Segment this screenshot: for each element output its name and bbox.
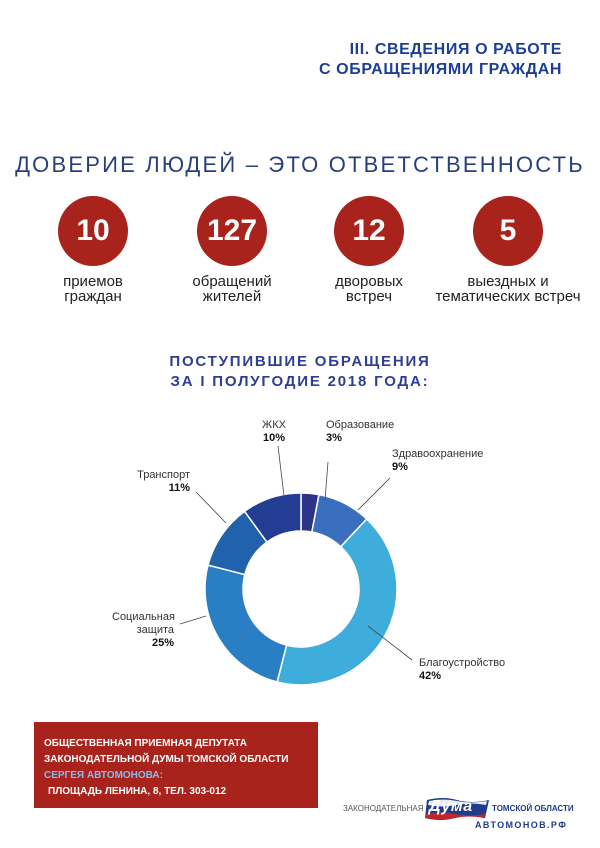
- logo-badge-text: Дума: [429, 798, 473, 815]
- segment-label-name: Транспорт: [137, 469, 190, 481]
- logo-left-text: ЗАКОНОДАТЕЛЬНАЯ: [343, 804, 424, 813]
- segment-label-improvement: Благоустройство 42%: [419, 657, 505, 683]
- stat-label-line-1: приемов: [63, 273, 123, 290]
- stat-label-line-1: обращений: [192, 273, 272, 290]
- chart-title-line-1: ПОСТУПИВШИЕ ОБРАЩЕНИЯ: [169, 353, 431, 370]
- segment-label-health: Здравоохранение 9%: [392, 448, 483, 474]
- slogan-heading: ДОВЕРИЕ ЛЮДЕЙ – ЭТО ОТВЕТСТВЕННОСТЬ: [15, 152, 585, 177]
- stat-value: 127: [197, 196, 267, 266]
- donut-segment-social: [204, 564, 288, 683]
- logo-right-text: ТОМСКОЙ ОБЛАСТИ: [492, 804, 574, 813]
- info-address: ПЛОЩАДЬ ЛЕНИНА, 8, ТЕЛ. 303-012: [48, 786, 227, 797]
- stat-appeals: 127 обращений жителей: [152, 196, 312, 304]
- segment-label-percent: 25%: [151, 637, 174, 649]
- segment-label-housing: ЖКХ 10%: [259, 419, 289, 445]
- stat-label-line-1: выездных и: [467, 273, 549, 290]
- info-deputy-name: СЕРГЕЯ АВТОМОНОВА:: [44, 770, 163, 781]
- segment-label-percent: 11%: [168, 482, 190, 494]
- leader-line-transport: [195, 491, 227, 524]
- stat-label-line-2: граждан: [64, 288, 122, 305]
- website-text: АВТОМОНОВ.РФ: [475, 820, 568, 830]
- segment-label-percent: 3%: [326, 432, 342, 444]
- stat-receptions: 10 приемов граждан: [13, 196, 173, 304]
- stat-label: обращений жителей: [152, 274, 312, 304]
- segment-label-name: Образование: [326, 419, 395, 431]
- segment-label-education: Образование 3%: [326, 419, 394, 445]
- leader-line-social: [179, 615, 207, 625]
- leader-line-improvement: [367, 625, 413, 661]
- segment-label-name: ЖКХ: [262, 419, 286, 431]
- segment-label-name: Благоустройство: [419, 657, 506, 669]
- stat-label: выездных и тематических встреч: [428, 274, 588, 304]
- info-line-1: ОБЩЕСТВЕННАЯ ПРИЕМНАЯ ДЕПУТАТА: [44, 738, 247, 749]
- section-title-line-2: С ОБРАЩЕНИЯМИ ГРАЖДАН: [318, 61, 562, 78]
- duma-logo: ЗАКОНОДАТЕЛЬНАЯ Дума ТОМСКОЙ ОБЛАСТИ АВТ…: [343, 796, 583, 836]
- stat-field-meetings: 5 выездных и тематических встреч: [428, 196, 588, 304]
- segment-label-percent: 10%: [262, 432, 286, 444]
- stat-value: 5: [473, 196, 543, 266]
- segment-label-social: Социальная защита 25%: [112, 611, 175, 650]
- stat-label-line-2: жителей: [202, 288, 262, 305]
- stat-label-line-1: дворовых: [335, 273, 403, 290]
- section-title-line-1: III. СВЕДЕНИЯ О РАБОТЕ: [349, 41, 562, 58]
- donut-segment-improvement: [276, 517, 398, 686]
- donut-segment-housing: [243, 492, 302, 544]
- section-title: III. СВЕДЕНИЯ О РАБОТЕ С ОБРАЩЕНИЯМИ ГРА…: [202, 40, 562, 80]
- stat-value: 10: [58, 196, 128, 266]
- segment-label-percent: 9%: [392, 461, 408, 473]
- stat-label-line-2: встреч: [345, 288, 393, 305]
- stat-label-line-2: тематических встреч: [435, 288, 581, 305]
- segment-label-name-line-2: защита: [136, 624, 174, 636]
- stat-label: дворовых встреч: [289, 274, 449, 304]
- stat-label: приемов граждан: [13, 274, 173, 304]
- chart-title: ПОСТУПИВШИЕ ОБРАЩЕНИЯ ЗА I ПОЛУГОДИЕ 201…: [0, 352, 600, 392]
- stat-value: 12: [334, 196, 404, 266]
- duma-flag-icon: [425, 798, 489, 820]
- leader-line-health: [357, 477, 391, 511]
- segment-label-percent: 42%: [419, 670, 442, 682]
- segment-label-name: Здравоохранение: [392, 448, 484, 460]
- segment-label-transport: Транспорт 11%: [136, 469, 190, 495]
- stat-yard-meetings: 12 дворовых встреч: [289, 196, 449, 304]
- leader-line-housing: [277, 445, 285, 497]
- reception-info-box: ОБЩЕСТВЕННАЯ ПРИЕМНАЯ ДЕПУТАТА ЗАКОНОДАТ…: [34, 722, 318, 808]
- segment-label-name-line-1: Социальная: [112, 611, 175, 623]
- info-line-2: ЗАКОНОДАТЕЛЬНОЙ ДУМЫ ТОМСКОЙ ОБЛАСТИ: [44, 754, 289, 765]
- leader-line-education: [324, 461, 329, 501]
- chart-title-line-2: ЗА I ПОЛУГОДИЕ 2018 ГОДА:: [170, 373, 430, 390]
